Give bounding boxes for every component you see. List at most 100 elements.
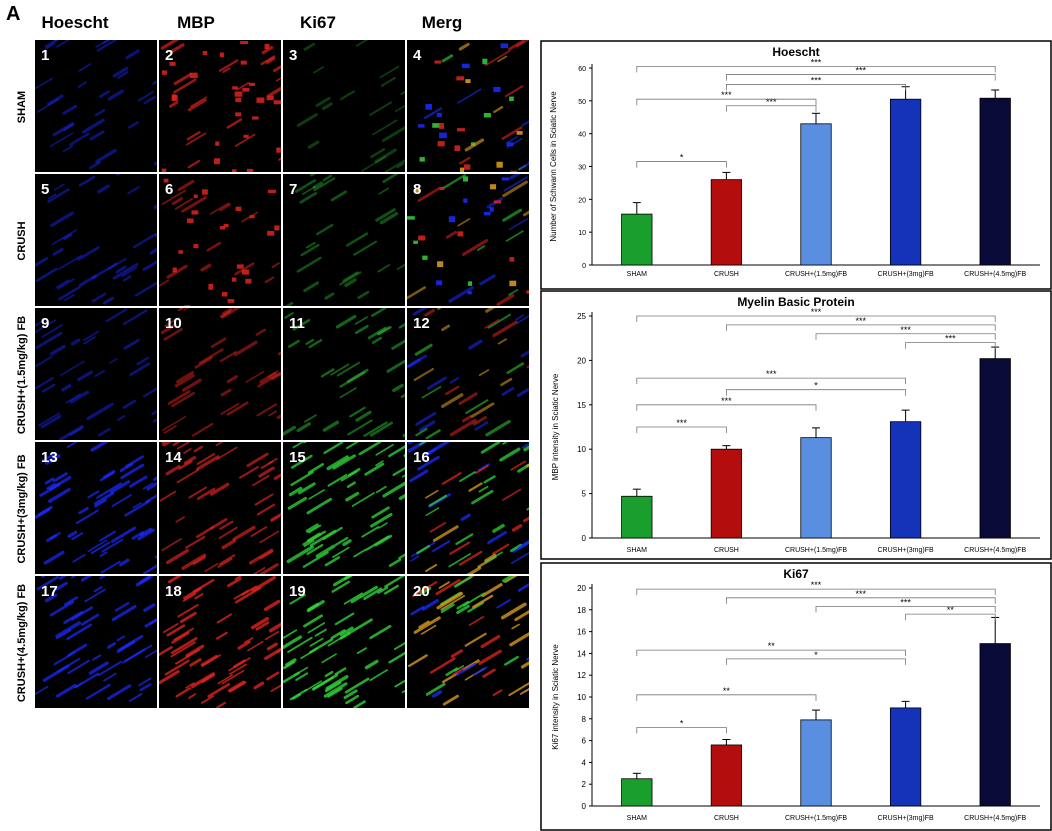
y-tick-label: 15 [577, 401, 586, 410]
micrograph-background [159, 308, 281, 440]
significance-bracket [636, 588, 996, 596]
y-axis-label: Number of Schwann Cells in Sciatic Nerve [549, 91, 558, 242]
micrograph-cell-16: 16 [407, 442, 529, 574]
significance-bracket [726, 74, 996, 81]
micrograph-cell-3: 3 [283, 40, 405, 172]
stain-texture [35, 442, 157, 574]
micrograph-cell-17: 17 [35, 576, 157, 708]
significance-label: * [680, 719, 684, 729]
stain-texture [296, 40, 405, 172]
significance-label: *** [900, 598, 911, 608]
x-tick-label: CRUSH [714, 547, 739, 554]
y-tick-label: 0 [582, 802, 587, 811]
significance-label: ** [947, 605, 955, 615]
significance-bracket [905, 613, 996, 621]
significance-bracket [815, 333, 996, 340]
significance-label: *** [811, 307, 822, 317]
row-label-crush-3mg-kg-fb: CRUSH+(3mg/kg) FB [16, 454, 28, 563]
row-label-crush-4-5mg-kg-fb: CRUSH+(4.5mg/kg) FB [16, 584, 28, 702]
bar-crush-3mg-fb [889, 707, 922, 807]
bar-crush-1-5mg-fb [800, 123, 832, 266]
micrograph-background [283, 308, 405, 440]
significance-bracket [726, 389, 906, 396]
y-tick-label: 10 [578, 230, 586, 237]
stain-texture [407, 442, 529, 574]
significance-bracket [636, 727, 727, 734]
micrograph-cell-6: 6 [159, 174, 281, 306]
micrograph-cell-13: 13 [35, 442, 157, 574]
stain-texture [35, 308, 157, 440]
stain-texture [159, 576, 281, 708]
significance-label: *** [945, 334, 956, 344]
stain-texture [159, 442, 281, 574]
significance-bracket [726, 658, 906, 665]
cell-number: 16 [413, 449, 430, 466]
stain-texture [408, 576, 529, 706]
significance-label: *** [766, 97, 777, 107]
row-label-sham: SHAM [16, 91, 28, 123]
bar-crush-4-5mg-fb [979, 358, 1011, 539]
stain-texture [35, 40, 157, 170]
bar-crush-4-5mg-fb [979, 97, 1011, 266]
stain-texture [160, 40, 281, 172]
y-tick-label: 60 [578, 66, 586, 73]
x-tick-label: CRUSH+(4.5mg)FB [964, 815, 1026, 822]
significance-label: *** [856, 66, 867, 76]
cell-number: 12 [413, 315, 430, 332]
stain-texture [283, 576, 405, 708]
micrograph-cell-20: 20 [407, 576, 529, 708]
stain-texture [407, 174, 529, 306]
x-tick-label: CRUSH+(3mg)FB [877, 271, 934, 278]
column-header-hoescht: Hoescht [41, 13, 108, 32]
x-tick-label: SHAM [627, 271, 647, 278]
cell-number: 9 [41, 315, 49, 332]
significance-label: * [814, 650, 818, 660]
cell-number: 4 [413, 47, 422, 64]
micrograph-cell-2: 2 [159, 40, 281, 172]
micrograph-background [159, 174, 281, 306]
significance-label: *** [856, 589, 867, 599]
micrograph-background [407, 40, 529, 172]
cell-number: 11 [289, 315, 305, 332]
significance-bracket [726, 324, 996, 331]
chart-frame [540, 40, 1052, 290]
micrograph-background [35, 40, 157, 172]
row-label-crush-1-5mg-kg-fb: CRUSH+(1.5mg/kg) FB [16, 316, 28, 434]
column-header-ki67: Ki67 [300, 13, 336, 32]
y-tick-label: 5 [582, 490, 587, 499]
y-tick-label: 40 [578, 132, 586, 139]
stain-texture [418, 40, 529, 172]
bar-crush [710, 448, 743, 539]
stain-texture [160, 308, 281, 437]
cell-number: 2 [165, 47, 173, 64]
x-tick-label: CRUSH+(1.5mg)FB [785, 815, 847, 822]
chart-title: Hoescht [772, 45, 819, 59]
micrograph-cell-8: 8 [407, 174, 529, 306]
row-label-crush: CRUSH [16, 221, 28, 260]
cell-number: 17 [41, 583, 58, 600]
significance-label: *** [811, 75, 822, 85]
cell-number: 7 [289, 181, 297, 198]
stain-texture [35, 174, 157, 305]
stain-texture [283, 308, 405, 438]
x-tick-label: CRUSH [714, 271, 739, 278]
y-tick-label: 20 [578, 197, 586, 204]
significance-bracket [726, 597, 996, 604]
stain-texture [159, 178, 280, 306]
cell-number: 18 [165, 583, 182, 600]
significance-bracket [636, 65, 996, 73]
bar-crush-1-5mg-fb [800, 719, 832, 807]
y-tick-label: 18 [577, 606, 586, 615]
significance-label: *** [811, 57, 822, 67]
y-tick-label: 0 [582, 534, 587, 543]
x-tick-label: CRUSH+(3mg)FB [877, 547, 934, 554]
x-tick-label: CRUSH+(1.5mg)FB [785, 271, 847, 278]
cell-number: 3 [289, 47, 297, 64]
cell-number: 19 [289, 583, 306, 600]
micrograph-cell-12: 12 [407, 308, 529, 440]
significance-bracket [636, 426, 727, 433]
y-axis-label: MBP intensity in Sciatic Nerve [551, 373, 560, 480]
significance-label: ** [768, 641, 776, 651]
micrograph-cell-14: 14 [159, 442, 281, 574]
y-tick-label: 14 [577, 649, 586, 658]
